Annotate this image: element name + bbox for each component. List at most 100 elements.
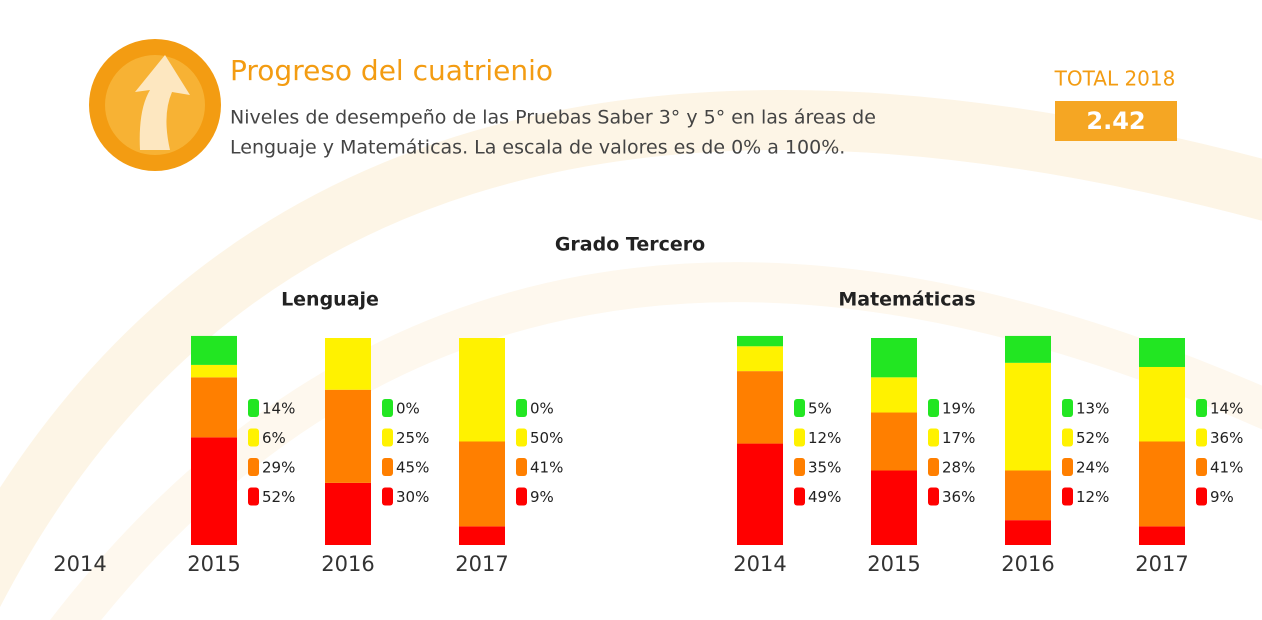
legend-swatch — [516, 458, 527, 476]
bar-segment — [1139, 441, 1185, 527]
value-label: 25% — [396, 429, 429, 447]
x-tick-label: 2014 — [53, 552, 106, 576]
bar-segment — [871, 377, 917, 413]
x-tick-label: 2017 — [1135, 552, 1188, 576]
bar-segment — [1005, 520, 1051, 545]
legend-swatch — [794, 428, 805, 447]
value-label: 45% — [396, 459, 429, 477]
bar-segment — [191, 437, 237, 545]
value-label: 12% — [1076, 488, 1109, 506]
value-label: 52% — [262, 488, 295, 506]
legend-swatch — [382, 487, 393, 506]
value-label: 19% — [942, 400, 975, 418]
legend-swatch — [1196, 487, 1207, 506]
legend-swatch — [1062, 458, 1073, 476]
legend-swatch — [248, 458, 259, 476]
legend-swatch — [1196, 428, 1207, 447]
x-tick-label: 2015 — [187, 552, 240, 576]
bar-segment — [737, 443, 783, 545]
bar-segment — [1139, 338, 1185, 367]
value-label: 41% — [530, 459, 563, 477]
icon-arrow — [135, 55, 190, 150]
legend-swatch — [248, 428, 259, 447]
value-label: 29% — [262, 459, 295, 477]
value-label: 24% — [1076, 459, 1109, 477]
title: Progreso del cuatrienio — [230, 54, 553, 87]
legend-swatch — [928, 458, 939, 476]
bar-segment — [737, 346, 783, 372]
value-label: 17% — [942, 429, 975, 447]
subtitle: Niveles de desempeño de las Pruebas Sabe… — [230, 107, 876, 129]
chart-title: Matemáticas — [838, 289, 975, 311]
chart-title: Lenguaje — [281, 289, 379, 311]
value-label: 12% — [808, 429, 841, 447]
value-label: 28% — [942, 459, 975, 477]
bar-segment — [871, 412, 917, 471]
bar-segment — [191, 335, 237, 365]
x-tick-label: 2016 — [321, 552, 374, 576]
legend-swatch — [1062, 399, 1073, 417]
value-label: 5% — [808, 400, 832, 418]
decor-arc — [0, 90, 1262, 608]
total-label: TOTAL 2018 — [1054, 67, 1176, 91]
value-label: 9% — [1210, 488, 1234, 506]
bar-segment — [459, 441, 505, 527]
value-label: 36% — [1210, 429, 1243, 447]
value-label: 0% — [396, 400, 420, 418]
bar-segment — [871, 470, 917, 545]
value-label: 52% — [1076, 429, 1109, 447]
bar-segment — [459, 338, 505, 442]
value-label: 30% — [396, 488, 429, 506]
legend-swatch — [928, 399, 939, 417]
bar-segment — [737, 371, 783, 444]
legend-swatch — [382, 458, 393, 476]
bar-segment — [1005, 335, 1051, 363]
x-tick-label: 2016 — [1001, 552, 1054, 576]
bar-segment — [325, 482, 371, 545]
value-label: 14% — [1210, 400, 1243, 418]
value-label: 41% — [1210, 459, 1243, 477]
legend-swatch — [516, 399, 527, 417]
total-value: 2.42 — [1086, 107, 1145, 135]
x-tick-label: 2015 — [867, 552, 920, 576]
legend-swatch — [382, 428, 393, 447]
value-label: 36% — [942, 488, 975, 506]
x-tick-label: 2017 — [455, 552, 508, 576]
x-tick-label: 2014 — [733, 552, 786, 576]
legend-swatch — [794, 458, 805, 476]
bar-segment — [1005, 362, 1051, 471]
total-box — [1055, 101, 1177, 141]
legend-swatch — [928, 428, 939, 447]
legend-swatch — [382, 399, 393, 417]
legend-swatch — [928, 487, 939, 506]
value-label: 50% — [530, 429, 563, 447]
section-title: Grado Tercero — [555, 234, 705, 256]
legend-swatch — [248, 399, 259, 417]
bar-segment — [1139, 366, 1185, 442]
legend-swatch — [516, 428, 527, 447]
bar-segment — [737, 335, 783, 347]
bar-segment — [191, 377, 237, 438]
legend-swatch — [516, 487, 527, 506]
subtitle: Lenguaje y Matemáticas. La escala de val… — [230, 137, 845, 159]
value-label: 0% — [530, 400, 554, 418]
value-label: 9% — [530, 488, 554, 506]
bar-segment — [1139, 526, 1185, 545]
legend-swatch — [1062, 428, 1073, 447]
legend-swatch — [1196, 458, 1207, 476]
legend-swatch — [794, 487, 805, 506]
legend-swatch — [248, 487, 259, 506]
bar-segment — [191, 364, 237, 378]
legend-swatch — [1196, 399, 1207, 417]
bar-segment — [871, 338, 917, 378]
value-label: 35% — [808, 459, 841, 477]
value-label: 6% — [262, 429, 286, 447]
value-label: 14% — [262, 400, 295, 418]
legend-swatch — [1062, 487, 1073, 506]
value-label: 49% — [808, 488, 841, 506]
bar-segment — [325, 389, 371, 483]
bar-segment — [1005, 470, 1051, 521]
bar-segment — [459, 526, 505, 545]
